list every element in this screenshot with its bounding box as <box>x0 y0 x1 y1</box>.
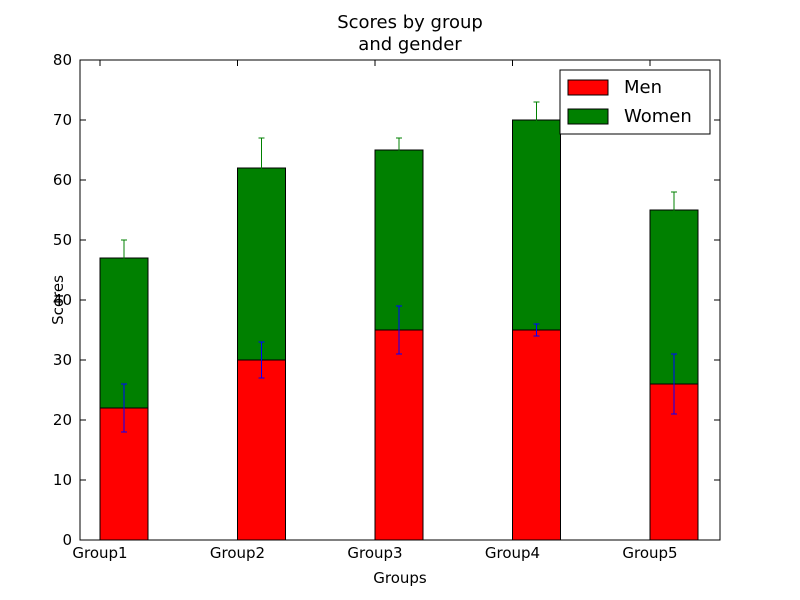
error-bar <box>533 323 540 337</box>
error-bar <box>533 101 540 139</box>
x-axis-label: Groups <box>373 569 427 587</box>
error-bar <box>258 341 265 379</box>
legend-label: Men <box>624 77 662 98</box>
bar-segment <box>374 149 424 331</box>
y-axis-label: Scores <box>49 275 67 325</box>
y-tick-label: 40 <box>53 291 72 309</box>
error-bar <box>258 137 265 199</box>
chart-title: Scores by group and gender <box>337 12 483 55</box>
y-tick-label: 0 <box>62 531 72 549</box>
x-tick-label: Group2 <box>210 544 265 562</box>
error-bar <box>121 383 127 433</box>
y-tick-label: 60 <box>53 171 72 189</box>
y-tick-label: 70 <box>53 111 72 129</box>
x-tick-label: Group3 <box>347 544 402 562</box>
error-bar <box>671 191 677 229</box>
y-tick-label: 30 <box>53 351 72 369</box>
error-bar <box>671 353 677 415</box>
x-tick-label: Group5 <box>622 544 677 562</box>
bar-segment <box>374 329 424 541</box>
error-bar <box>396 137 402 163</box>
bar-segment <box>99 257 149 409</box>
bar-segment <box>512 119 561 331</box>
bar-segment <box>237 167 286 361</box>
error-bar <box>396 305 402 355</box>
error-bar <box>121 239 127 277</box>
bar-segment <box>237 359 286 541</box>
legend-swatch <box>567 108 609 125</box>
bar-segment <box>512 329 561 541</box>
x-tick-label: Group4 <box>485 544 540 562</box>
x-tick-label: Group1 <box>72 544 127 562</box>
y-tick-label: 80 <box>53 51 72 69</box>
legend-swatch <box>567 79 609 96</box>
y-tick-label: 10 <box>53 471 72 489</box>
y-tick-label: 20 <box>53 411 72 429</box>
legend-label: Women <box>624 106 692 127</box>
plot-frame <box>79 59 721 541</box>
y-tick-label: 50 <box>53 231 72 249</box>
